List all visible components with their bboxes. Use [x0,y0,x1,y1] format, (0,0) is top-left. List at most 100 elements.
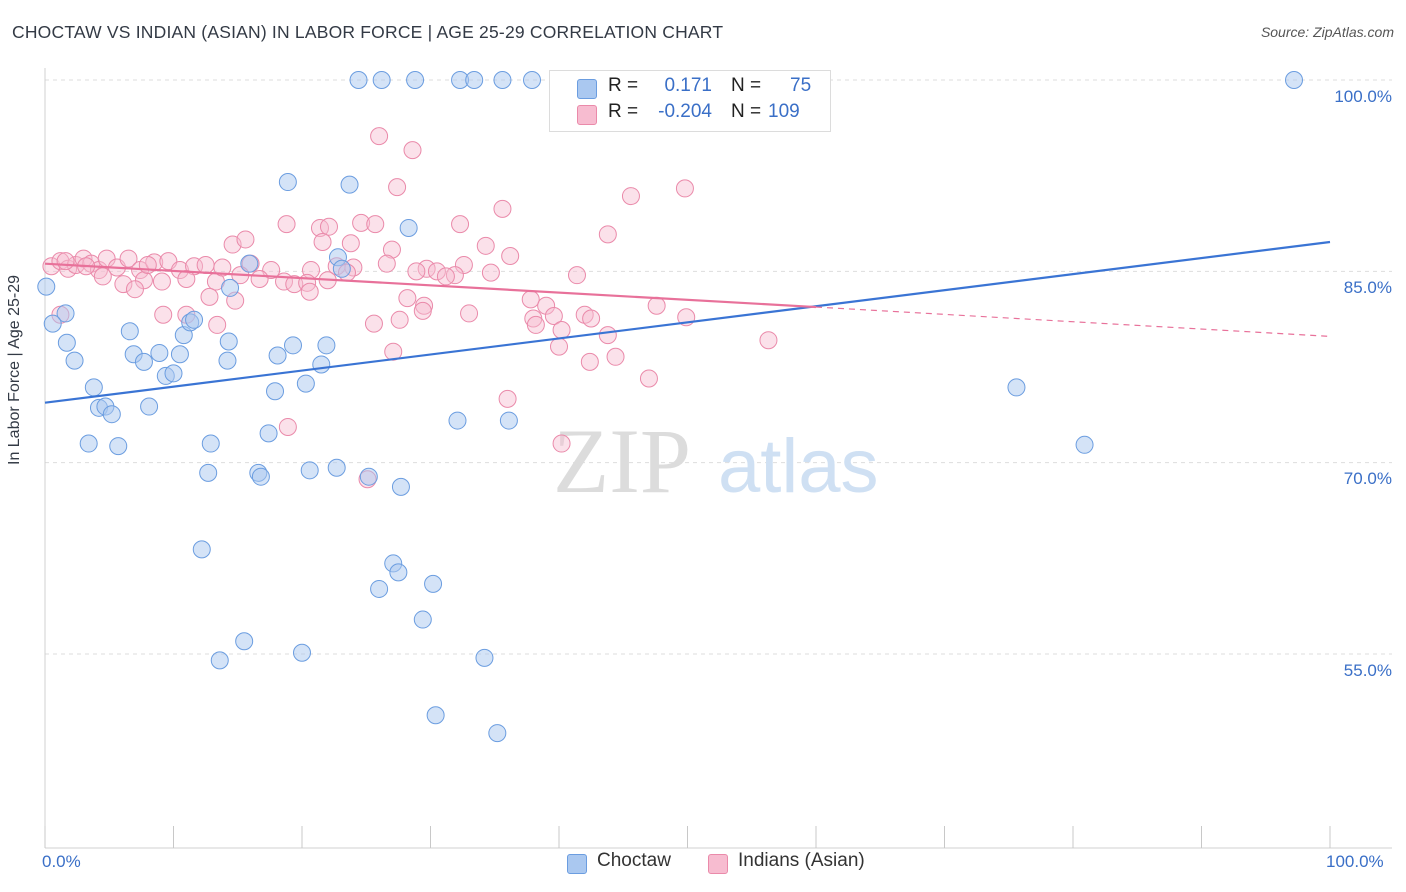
data-point-indians-asian [196,255,215,274]
data-point-choctaw [349,71,368,89]
data-point-choctaw [164,364,183,383]
legend-n-value-indians-asian: 109 [768,101,800,122]
data-point-choctaw [300,461,319,480]
source-credit: Source: ZipAtlas.com [1260,24,1394,40]
data-point-indians-asian [445,266,464,285]
y-tick-70: 70.0% [1343,469,1392,488]
bottom-legend-swatch-choctaw [567,854,587,874]
data-point-indians-asian [278,417,297,436]
data-point-choctaw [266,382,285,401]
data-point-choctaw [327,458,346,477]
data-point-indians-asian [598,225,617,244]
data-point-choctaw [65,351,84,370]
data-point-indians-asian [341,234,360,253]
data-point-indians-asian [544,306,563,325]
data-point-choctaw [199,463,218,482]
bottom-legend-swatch-indians-asian [708,854,728,874]
data-point-choctaw [235,632,254,651]
data-point-indians-asian [567,266,586,285]
data-point-indians-asian [364,314,383,333]
data-point-choctaw [37,277,56,296]
x-tick-max: 100.0% [1326,852,1384,871]
data-point-indians-asian [647,296,666,315]
data-point-indians-asian [493,199,512,218]
legend-r-label-indians-asian: R = [608,101,639,122]
data-point-choctaw [79,434,98,453]
data-point-indians-asian [93,267,112,286]
data-point-indians-asian [119,249,138,268]
data-point-choctaw [84,378,103,397]
data-point-indians-asian [236,230,255,249]
data-point-indians-asian [213,258,232,277]
data-point-indians-asian [152,272,171,291]
data-point-choctaw [523,71,542,89]
data-point-choctaw [120,322,139,341]
data-point-indians-asian [451,215,470,234]
data-point-choctaw [102,405,121,424]
chart-title: CHOCTAW VS INDIAN (ASIAN) IN LABOR FORCE… [12,22,724,42]
data-point-choctaw [426,706,445,725]
data-point-choctaw [284,336,303,355]
data-point-indians-asian [436,267,455,286]
data-point-choctaw [465,71,484,89]
data-point-indians-asian [460,304,479,323]
data-point-indians-asian [319,217,338,236]
data-point-choctaw [109,437,128,456]
data-point-indians-asian [177,269,196,288]
legend-n-label-indians-asian: N = [731,101,762,122]
data-point-choctaw [332,259,351,278]
legend-n-label-choctaw: N = [731,75,762,96]
data-point-choctaw [218,351,237,370]
data-point-choctaw [488,724,507,743]
data-point-indians-asian [138,255,157,274]
data-point-choctaw [57,333,76,352]
data-point-choctaw [340,175,359,194]
data-point-choctaw [413,610,432,629]
data-point-choctaw [493,71,512,89]
data-point-indians-asian [388,178,407,197]
x-tick-min: 0.0% [42,852,81,871]
data-point-indians-asian [552,434,571,453]
data-point-indians-asian [250,269,269,288]
data-point-indians-asian [398,289,417,308]
data-point-indians-asian [621,187,640,206]
y-tick-85: 85.0% [1343,278,1392,297]
data-point-indians-asian [675,179,694,198]
legend-r-label-choctaw: R = [608,75,639,96]
data-point-choctaw [499,411,518,430]
y-tick-55: 55.0% [1343,661,1392,680]
data-point-indians-asian [639,369,658,388]
stats-legend: R = 0.171 N = 75 R = -0.204 N = 109 [549,70,831,132]
data-point-indians-asian [501,247,520,266]
bottom-legend-label-indians-asian: Indians (Asian) [738,850,865,871]
data-point-choctaw [219,332,238,351]
data-point-indians-asian [454,255,473,274]
data-point-indians-asian [498,389,517,408]
data-point-choctaw [150,343,169,362]
data-point-indians-asian [427,262,446,281]
data-point-choctaw [56,304,75,323]
data-point-indians-asian [114,275,133,294]
y-tick-100: 100.0% [1334,87,1392,106]
data-point-indians-asian [310,218,329,237]
trendline-choctaw [44,240,1331,404]
data-point-choctaw [296,374,315,393]
data-point-indians-asian [390,310,409,329]
data-point-indians-asian [521,290,540,309]
data-point-choctaw [240,254,259,273]
data-point-choctaw [268,346,287,365]
data-point-indians-asian [526,315,545,334]
data-point-choctaw [210,651,229,670]
data-point-indians-asian [352,213,371,232]
data-point-indians-asian [403,141,422,160]
data-point-choctaw [201,434,220,453]
legend-r-value-choctaw: 0.171 [664,75,712,96]
data-point-choctaw [259,424,278,443]
data-point-indians-asian [552,321,571,340]
data-point-choctaw [424,574,443,593]
data-point-indians-asian [313,232,332,251]
data-point-indians-asian [606,347,625,366]
data-point-choctaw [312,355,331,374]
y-axis-label: In Labor Force | Age 25-29 [6,274,23,465]
